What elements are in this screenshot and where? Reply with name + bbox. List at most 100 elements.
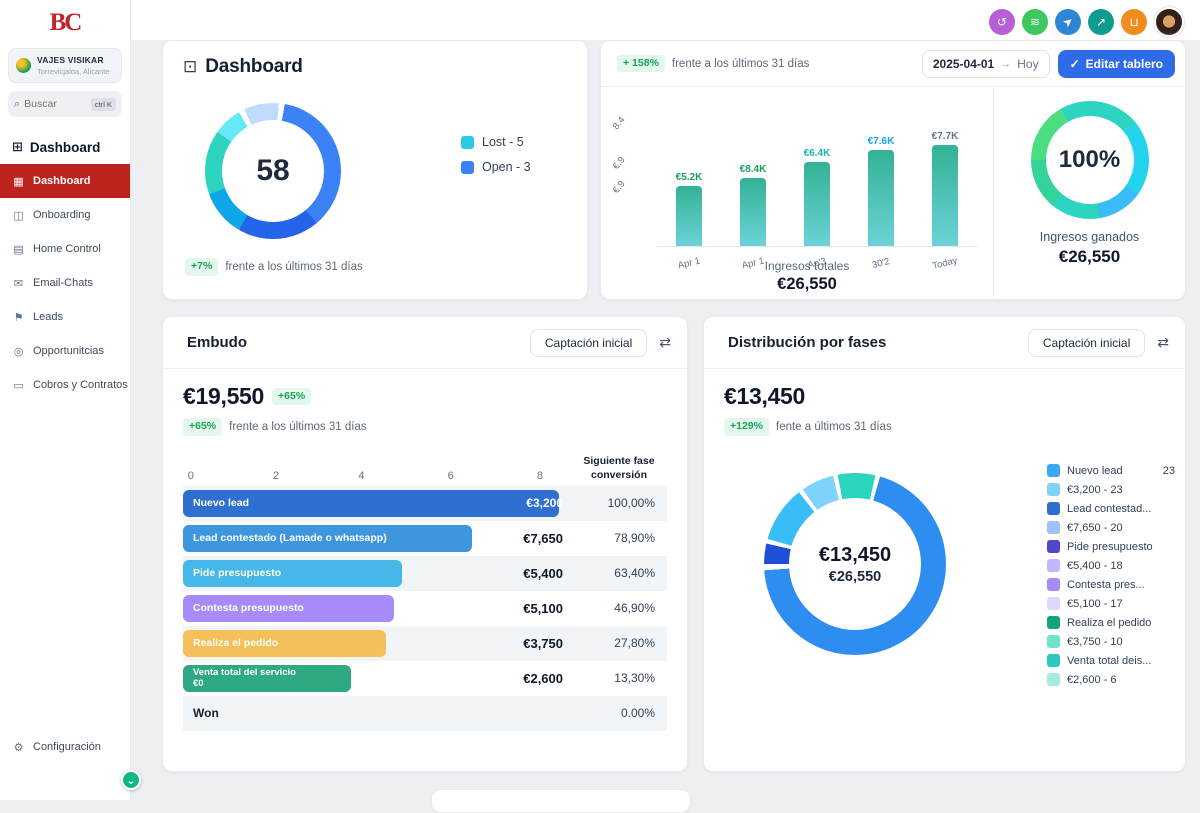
sidebar-section-title: ⊞ Dashboard xyxy=(12,139,101,155)
search-input[interactable] xyxy=(24,98,87,110)
onboarding-icon: ◫ xyxy=(13,209,24,222)
stage-value: €3,750 xyxy=(523,635,563,651)
pipeline-select[interactable]: Captación inicial xyxy=(529,328,648,357)
legend-swatch xyxy=(1047,559,1060,572)
flag-icon: ⚑ xyxy=(13,311,24,324)
revenue-bar-chart: 8.4 €.9 €.9 €5.2K €8.4K €6.4K €7.6K xyxy=(601,87,993,299)
mail-icon: ✉ xyxy=(13,277,24,290)
legend-item-lost[interactable]: Lost - 5 xyxy=(461,135,531,149)
home-control-icon: ▤ xyxy=(13,243,24,256)
funnel-card: Embudo Captación inicial ⇄ €19,550 +65% … xyxy=(162,316,688,772)
sidebar-item-leads[interactable]: ⚑ Leads xyxy=(13,311,63,324)
bar-value: €5.2K xyxy=(675,172,703,183)
delta-text: fente a últimos 31 días xyxy=(776,420,892,433)
workspace-avatar xyxy=(16,58,31,73)
funnel-title: Embudo xyxy=(187,334,247,351)
legend-item[interactable]: Lead contestad... xyxy=(1047,499,1175,518)
dashboard-section-icon: ⊞ xyxy=(12,139,23,154)
stage-value: €5,100 xyxy=(523,600,563,616)
search-box[interactable]: ⌕ ctrl K xyxy=(8,91,122,117)
gear-icon: ⚙ xyxy=(13,741,24,754)
pipeline-select[interactable]: Captación inicial xyxy=(1027,328,1146,357)
sidebar-item-home-control[interactable]: ▤ Home Control xyxy=(13,243,101,256)
total-revenue-label: Ingresos totales xyxy=(764,259,850,273)
leads-donut-chart: 58 xyxy=(205,103,341,239)
swap-icon[interactable]: ⇄ xyxy=(659,334,671,350)
funnel-row: Lead contestado (Lamade o whatsapp) €7,6… xyxy=(183,521,667,556)
funnel-rows: Nuevo lead €3,200 100,00% Lead contestad… xyxy=(183,485,667,731)
workspace-selector[interactable]: VAJES VISIKAR Torrevicjaloa, Alicante xyxy=(8,48,122,83)
revenue-card: + 158% frente a los últimos 31 días 2025… xyxy=(600,40,1186,300)
stage-value: €3,200 xyxy=(526,496,563,511)
stage-value: €5,400 xyxy=(523,565,563,581)
stage-conversion: 100,00% xyxy=(607,496,655,511)
funnel-bar: Pide presupuesto xyxy=(183,559,403,587)
dashboard-icon: ▦ xyxy=(13,175,24,188)
bar-column: €7.6K xyxy=(859,136,903,246)
total-revenue-value: €26,550 xyxy=(777,275,837,293)
stage-conversion: 27,80% xyxy=(614,636,655,651)
main-area: ↺ ≋ ➤ ↗ ⊔ ⊡ Dashboard 58 Lost - 5 Open -… xyxy=(131,0,1200,813)
sidebar-item-onboarding[interactable]: ◫ Onboarding xyxy=(13,209,91,222)
legend-item[interactable]: €7,650 - 20 xyxy=(1047,518,1175,537)
bar xyxy=(932,145,958,246)
bar-column: €6.4K xyxy=(795,148,839,246)
legend-item[interactable]: Pide presupuesto xyxy=(1047,537,1175,556)
legend-item[interactable]: Realiza el pedido xyxy=(1047,613,1175,632)
phase-legend: Nuevo lead 23 €3,200 - 23 Lead contestad… xyxy=(1047,461,1175,689)
trending-icon[interactable]: ↗ xyxy=(1088,9,1114,35)
legend-swatch xyxy=(1047,464,1060,477)
stage-conversion: 63,40% xyxy=(614,566,655,581)
y-axis-tick: €.9 xyxy=(610,154,628,172)
user-avatar[interactable] xyxy=(1154,7,1184,37)
delta-badge: +7% xyxy=(185,258,219,276)
spotify-icon[interactable]: ≋ xyxy=(1022,9,1048,35)
legend-item[interactable]: €2,600 - 6 xyxy=(1047,670,1175,689)
swap-icon[interactable]: ⇄ xyxy=(1157,334,1169,350)
legend-swatch xyxy=(1047,521,1060,534)
edit-dashboard-button[interactable]: ✓ Editar tablero xyxy=(1057,49,1175,78)
stage-conversion: 0.00% xyxy=(620,706,655,721)
sidebar-item-email-chats[interactable]: ✉ Email-Chats xyxy=(13,277,93,290)
sidebar-item-dashboard[interactable]: ▦ Dashboard xyxy=(0,164,130,198)
sidebar-item-cobros-contratos[interactable]: ▭ Cobros y Contratos xyxy=(13,379,128,392)
telegram-icon[interactable]: ➤ xyxy=(1055,9,1081,35)
date-range-picker[interactable]: 2025-04-01 → Hoy xyxy=(921,49,1050,78)
stage-label: Won xyxy=(193,706,219,721)
funnel-amount: €19,550 xyxy=(183,383,265,409)
bar xyxy=(804,162,830,246)
legend-swatch xyxy=(1047,616,1060,629)
page-title: Dashboard xyxy=(205,56,303,77)
date-from: 2025-04-01 xyxy=(932,56,995,71)
scroll-down-button[interactable]: ⌄ xyxy=(121,770,141,790)
bar xyxy=(676,186,702,246)
legend-item[interactable]: Nuevo lead 23 xyxy=(1047,461,1175,480)
funnel-bar: Contesta presupuesto xyxy=(183,594,395,622)
phase-donut-chart: €13,450 €26,550 xyxy=(764,473,946,655)
won-revenue-value: €26,550 xyxy=(1058,247,1121,266)
arrow-right-icon: → xyxy=(1000,57,1012,70)
legend-swatch xyxy=(461,160,474,174)
shopping-bag-icon[interactable]: ⊔ xyxy=(1121,9,1147,35)
sidebar-item-configuracion[interactable]: ⚙ Configuración xyxy=(13,741,101,754)
delta-text: frente a los últimos 31 días xyxy=(225,261,363,274)
legend-item[interactable]: Contesta pres... xyxy=(1047,575,1175,594)
funnel-row: Pide presupuesto €5,400 63,40% xyxy=(183,555,667,591)
sidebar-item-opportunities[interactable]: ◎ Opportunitcias xyxy=(13,345,104,358)
bar xyxy=(868,150,894,246)
overview-card: ⊡ Dashboard 58 Lost - 5 Open - 3 +7% fre… xyxy=(162,40,588,300)
chevron-down-icon: ⌄ xyxy=(126,774,136,787)
legend-item[interactable]: Venta total deis... xyxy=(1047,651,1175,670)
legend-item[interactable]: €5,100 - 17 xyxy=(1047,594,1175,613)
history-icon[interactable]: ↺ xyxy=(989,9,1015,35)
legend-item[interactable]: €3,750 - 10 xyxy=(1047,632,1175,651)
bar-value: €6.4K xyxy=(803,148,831,159)
legend-item-open[interactable]: Open - 3 xyxy=(461,160,531,174)
funnel-row: Realiza el pedido €3,750 27,80% xyxy=(183,625,667,661)
legend-item[interactable]: €3,200 - 23 xyxy=(1047,480,1175,499)
delta-badge: +65% xyxy=(183,418,223,436)
won-percent: 100% xyxy=(1058,146,1121,173)
delta-text: frente a los últimos 31 días xyxy=(671,57,810,70)
legend-swatch xyxy=(1047,540,1060,553)
legend-item[interactable]: €5,400 - 18 xyxy=(1047,556,1175,575)
